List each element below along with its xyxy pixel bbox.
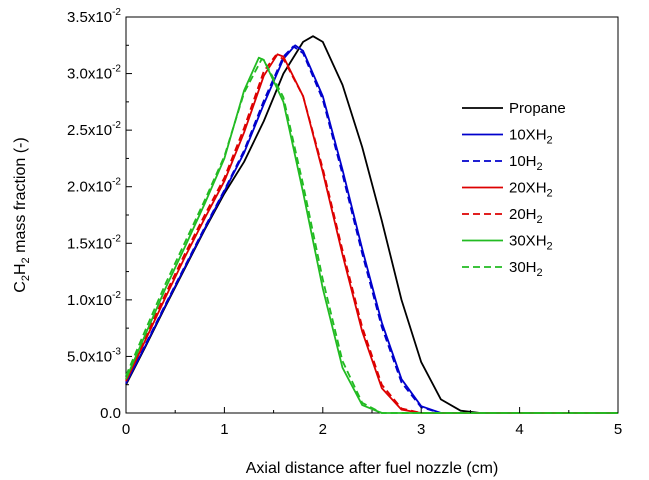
x-tick-label: 0	[122, 421, 130, 438]
x-tick-label: 5	[614, 421, 622, 438]
y-tick-label: 0.0	[100, 405, 121, 422]
ticks-layer	[125, 16, 619, 414]
x-tick-labels: 0 1 2 3 4 5	[122, 421, 622, 438]
y-tick-label: 1.5x10-2	[67, 233, 121, 252]
legend-label-10XH2: 10XH2	[509, 127, 553, 147]
series-line-20XH2	[125, 53, 618, 414]
y-tick-label: 3.0x10-2	[67, 64, 121, 83]
y-tick-labels: 0.0 5.0x10-3 1.0x10-2 1.5x10-2 2.0x10-2 2.5x1…	[67, 7, 121, 422]
x-tick-label: 4	[515, 421, 523, 438]
x-axis-title: Axial distance after fuel nozzle (cm)	[246, 460, 499, 477]
legend: Propane 10XH2 10H2 20XH2 20H2 30XH2 30H2	[462, 100, 566, 279]
series-line-10H2	[125, 45, 618, 414]
x-tick-label: 1	[220, 421, 228, 438]
legend-label-10H2: 10H2	[509, 153, 543, 173]
legend-label-30XH2: 30XH2	[509, 233, 553, 253]
x-tick-label: 2	[319, 421, 327, 438]
y-tick-label: 5.0x10-3	[67, 346, 121, 365]
y-tick-label: 2.5x10-2	[67, 120, 121, 139]
legend-label-20H2: 20H2	[509, 206, 543, 226]
y-tick-label: 1.0x10-2	[67, 290, 121, 309]
y-axis-title: C2H2 mass fraction (-)	[12, 137, 32, 292]
y-tick-label: 3.5x10-2	[67, 7, 121, 26]
legend-label-30H2: 30H2	[509, 259, 543, 279]
y-tick-label: 2.0x10-2	[67, 177, 121, 196]
x-tick-label: 3	[417, 421, 425, 438]
series-layer	[125, 35, 618, 414]
series-line-30H2	[125, 58, 618, 414]
legend-label-20XH2: 20XH2	[509, 180, 553, 200]
legend-label-Propane: Propane	[509, 100, 566, 117]
